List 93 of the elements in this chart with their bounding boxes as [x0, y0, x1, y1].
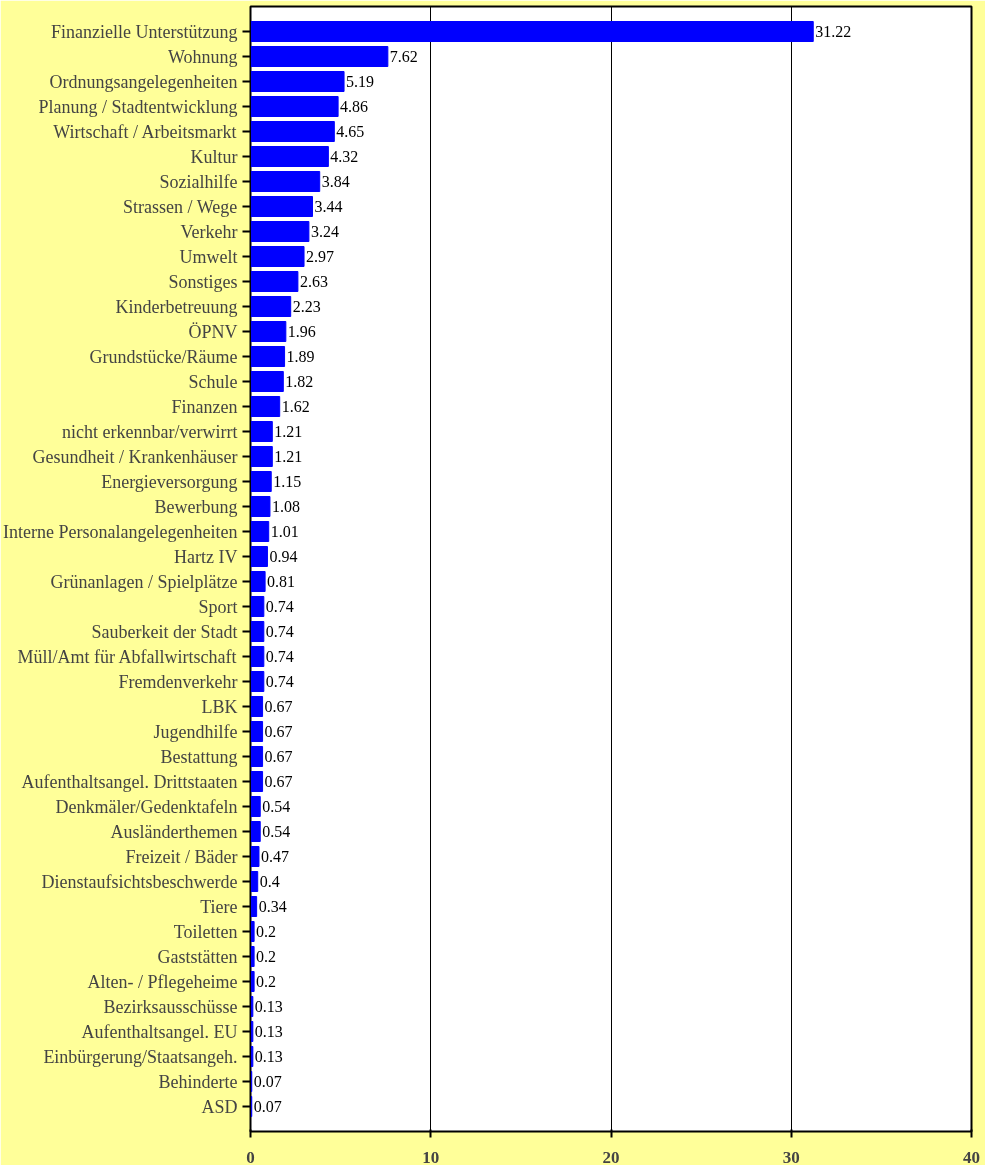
data-label: 3.84 — [321, 173, 350, 190]
data-label: 3.44 — [314, 198, 343, 215]
data-label: 31.22 — [815, 23, 852, 40]
data-label: 2.23 — [292, 298, 321, 315]
y-tick-label: Einbürgerung/Staatsangeh. — [43, 1046, 238, 1067]
y-tick-label: Umwelt — [179, 246, 238, 267]
y-tick-label: ASD — [201, 1096, 238, 1117]
y-tick-label: LBK — [201, 696, 238, 717]
y-tick-label: Müll/Amt für Abfallwirtschaft — [17, 646, 237, 667]
y-tick-label: Sauberkeit der Stadt — [91, 621, 238, 642]
data-label: 1.15 — [273, 473, 302, 490]
y-tick-label: Wirtschaft / Arbeitsmarkt — [53, 121, 237, 142]
y-tick-label: Bestattung — [160, 746, 238, 767]
y-tick-label: Kultur — [190, 146, 238, 167]
data-label: 0.2 — [256, 923, 277, 940]
y-tick-label: Strassen / Wege — [122, 196, 238, 217]
data-label: 3.24 — [310, 223, 339, 240]
data-label: 0.74 — [265, 623, 294, 640]
x-tick-label: 0 — [246, 1147, 255, 1167]
data-label: 0.74 — [265, 598, 294, 615]
data-label: 0.47 — [260, 848, 289, 865]
y-tick-label: Kinderbetreuung — [115, 296, 238, 317]
y-tick-label: Finanzen — [171, 396, 238, 417]
data-label: 5.19 — [346, 73, 375, 90]
y-tick-label: Behinderte — [158, 1071, 238, 1092]
x-tick-label: 10 — [422, 1147, 440, 1167]
data-label: 1.01 — [270, 523, 299, 540]
y-tick-label: Sport — [198, 596, 238, 617]
data-label: 0.4 — [259, 873, 280, 890]
y-tick-label: Planung / Stadtentwicklung — [38, 96, 238, 117]
y-tick-label: Grundstücke/Räume — [89, 346, 238, 367]
data-label: 0.13 — [254, 1023, 283, 1040]
data-label: 0.74 — [265, 648, 294, 665]
y-tick-label: Fremdenverkehr — [118, 671, 238, 692]
data-label: 1.89 — [286, 348, 315, 365]
data-label: 0.54 — [262, 823, 291, 840]
y-tick-label: Denkmäler/Gedenktafeln — [55, 796, 238, 817]
data-label: 0.54 — [262, 798, 291, 815]
y-tick-label: Sonstiges — [168, 271, 238, 292]
data-label: 1.82 — [285, 373, 314, 390]
data-label: 4.86 — [340, 98, 369, 115]
data-label: 0.2 — [256, 973, 277, 990]
y-tick-label: Schule — [188, 371, 238, 392]
y-tick-label: Gesundheit / Krankenhäuser — [32, 446, 238, 467]
y-tick-label: Verkehr — [180, 221, 238, 242]
y-tick-label: Sozialhilfe — [159, 171, 238, 192]
data-label: 4.65 — [336, 123, 365, 140]
data-label: 0.07 — [253, 1073, 282, 1090]
data-label: 0.13 — [254, 1048, 283, 1065]
y-tick-label: Hartz IV — [174, 546, 238, 567]
y-tick-label: Toiletten — [173, 921, 238, 942]
y-tick-label: Aufenthaltsangel. EU — [81, 1021, 238, 1042]
data-label: 1.21 — [274, 448, 303, 465]
data-label: 2.97 — [306, 248, 335, 265]
y-tick-label: Dienstaufsichtsbeschwerde — [41, 871, 238, 892]
data-label: 0.74 — [265, 673, 294, 690]
data-label: 0.81 — [267, 573, 296, 590]
y-tick-label: Alten- / Pflegeheime — [87, 971, 238, 992]
data-label: 0.67 — [264, 698, 293, 715]
y-tick-label: Interne Personalangelegenheiten — [3, 521, 238, 542]
y-tick-label: Jugendhilfe — [153, 721, 238, 742]
y-tick-label: Tiere — [200, 896, 238, 917]
y-tick-label: ÖPNV — [188, 321, 238, 342]
x-tick-label: 40 — [963, 1147, 980, 1167]
data-label: 0.07 — [253, 1098, 282, 1115]
data-label: 0.2 — [256, 948, 277, 965]
data-label: 0.67 — [264, 773, 293, 790]
data-label: 0.94 — [269, 548, 298, 565]
x-tick-label: 20 — [602, 1147, 620, 1167]
data-label: 2.63 — [299, 273, 328, 290]
y-tick-label: Finanzielle Unterstützung — [51, 21, 238, 42]
y-tick-label: Aufenthaltsangel. Drittstaaten — [21, 771, 238, 792]
x-tick-label: 30 — [782, 1147, 800, 1167]
y-tick-label: Ordnungsangelegenheiten — [49, 71, 238, 92]
data-label: 0.67 — [264, 723, 293, 740]
y-tick-label: Grünanlagen / Spielplätze — [50, 571, 238, 592]
data-label: 1.21 — [274, 423, 303, 440]
y-tick-label: Wohnung — [167, 46, 238, 67]
data-label: 0.34 — [258, 898, 287, 915]
y-tick-label: nicht erkennbar/verwirrt — [62, 421, 238, 442]
y-tick-label: Ausländerthemen — [110, 821, 238, 842]
y-tick-label: Bezirksausschüsse — [103, 996, 238, 1017]
y-tick-label: Gaststätten — [157, 946, 238, 967]
y-tick-label: Bewerbung — [154, 496, 238, 517]
data-label: 7.62 — [389, 48, 418, 65]
y-tick-label: Freizeit / Bäder — [125, 846, 238, 867]
data-label: 1.62 — [281, 398, 310, 415]
data-label: 4.32 — [330, 148, 359, 165]
data-label: 1.08 — [271, 498, 300, 515]
y-tick-label: Energieversorgung — [101, 471, 238, 492]
data-label: 0.67 — [264, 748, 293, 765]
data-label: 0.13 — [254, 998, 283, 1015]
data-label: 1.96 — [287, 323, 316, 340]
